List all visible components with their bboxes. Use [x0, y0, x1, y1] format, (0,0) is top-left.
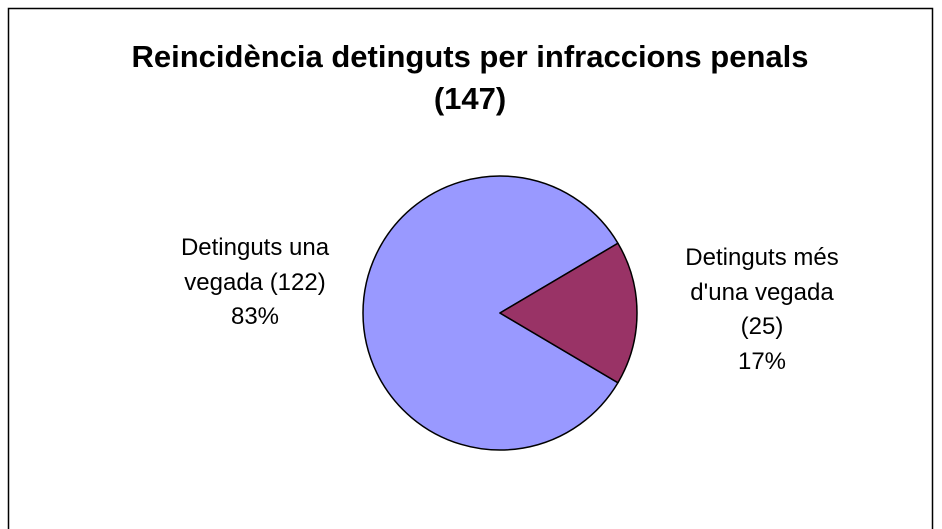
slice-name: Detinguts més d'una vegada (25): [685, 244, 839, 340]
slice-label: Detinguts més d'una vegada (25) 17%: [684, 241, 840, 379]
pie-slice: [499, 242, 638, 384]
slice-value: 83%: [230, 303, 280, 330]
chart-title: Reincidència detinguts per infraccions p…: [131, 39, 809, 116]
slice-label: Detinguts una vegada (122) 83%: [180, 231, 330, 335]
slice-value: 17%: [737, 347, 787, 375]
slice-name: Detinguts una vegada (122): [180, 234, 330, 296]
pie-slice: [362, 175, 619, 451]
